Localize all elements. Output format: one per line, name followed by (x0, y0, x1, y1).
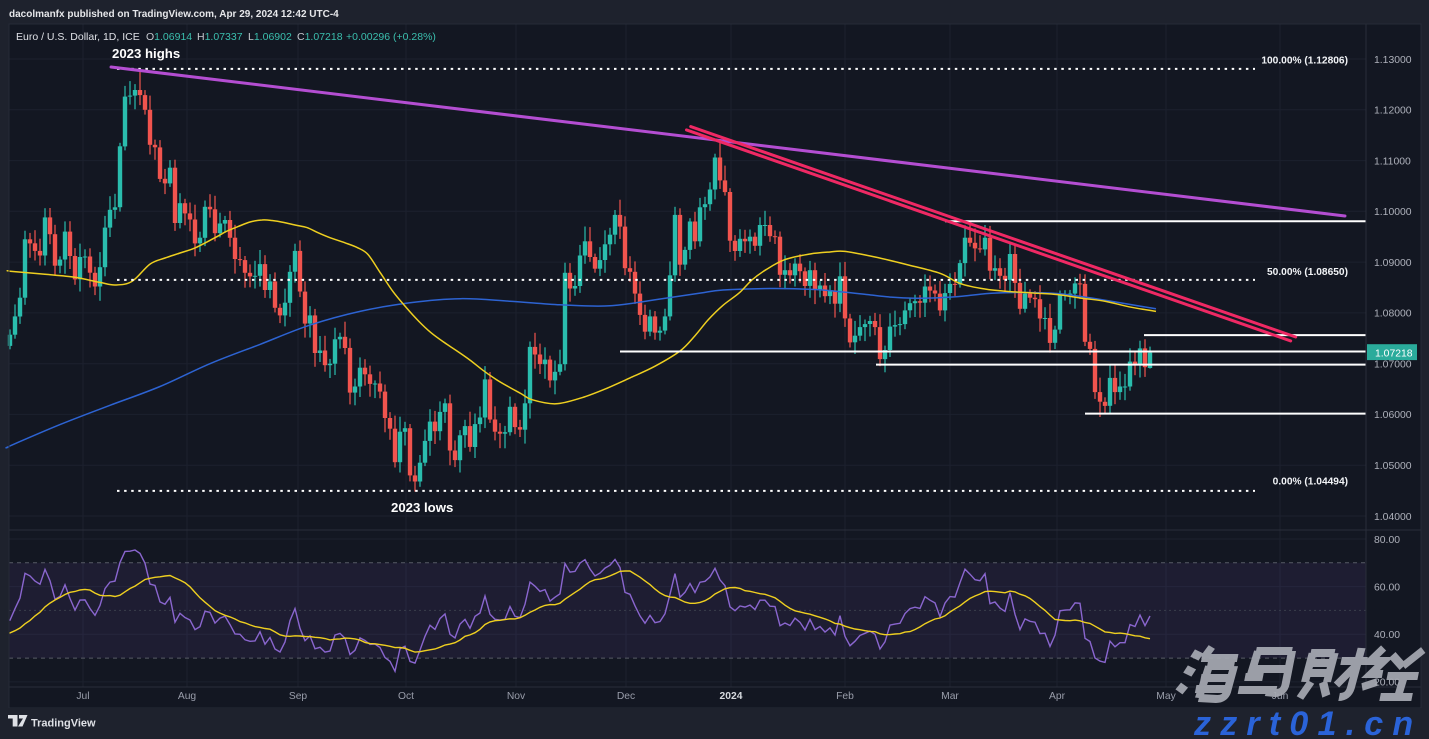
svg-text:1.08000: 1.08000 (1374, 309, 1412, 320)
svg-text:Jun: Jun (1272, 691, 1289, 702)
svg-text:2024: 2024 (720, 691, 743, 702)
svg-text:1.11000: 1.11000 (1374, 156, 1411, 167)
svg-text:H1.07337: H1.07337 (197, 31, 243, 43)
svg-text:Euro / U.S. Dollar, 1D, ICE: Euro / U.S. Dollar, 1D, ICE (16, 31, 140, 43)
svg-text:40.00: 40.00 (1374, 630, 1400, 641)
svg-text:80.00: 80.00 (1374, 535, 1400, 546)
svg-text:1.09000: 1.09000 (1374, 258, 1412, 269)
svg-text:May: May (1156, 691, 1176, 702)
svg-text:2023 highs: 2023 highs (112, 46, 180, 61)
svg-text:1.06000: 1.06000 (1374, 410, 1412, 421)
svg-text:C1.07218: C1.07218 (297, 31, 343, 43)
svg-text:1.04000: 1.04000 (1374, 512, 1412, 523)
svg-text:TradingView: TradingView (31, 718, 96, 730)
svg-text:1.12000: 1.12000 (1374, 106, 1412, 117)
svg-text:Mar: Mar (941, 691, 959, 702)
svg-text:L1.06902: L1.06902 (248, 31, 292, 43)
svg-text:60.00: 60.00 (1374, 582, 1400, 593)
svg-text:2023 lows: 2023 lows (391, 500, 453, 515)
svg-text:Jul: Jul (76, 691, 89, 702)
svg-text:100.00% (1.12806): 100.00% (1.12806) (1261, 55, 1348, 66)
svg-text:1.07218: 1.07218 (1375, 348, 1413, 359)
svg-text:+0.00296 (+0.28%): +0.00296 (+0.28%) (346, 31, 436, 43)
svg-text:Oct: Oct (398, 691, 414, 702)
svg-text:1.05000: 1.05000 (1374, 461, 1412, 472)
svg-text:20.00: 20.00 (1374, 678, 1400, 689)
svg-text:O1.06914: O1.06914 (146, 31, 192, 43)
svg-text:dacolmanfx published on Tradin: dacolmanfx published on TradingView.com,… (9, 9, 339, 20)
svg-text:1.10000: 1.10000 (1374, 207, 1412, 218)
svg-text:Dec: Dec (617, 691, 635, 702)
svg-text:1.07000: 1.07000 (1374, 360, 1412, 371)
svg-text:0.00% (1.04494): 0.00% (1.04494) (1273, 477, 1348, 488)
svg-text:Sep: Sep (289, 691, 308, 702)
svg-text:Feb: Feb (836, 691, 854, 702)
svg-text:1.13000: 1.13000 (1374, 55, 1412, 66)
svg-text:Apr: Apr (1049, 691, 1066, 702)
svg-text:Aug: Aug (178, 691, 197, 702)
svg-text:50.00% (1.08650): 50.00% (1.08650) (1267, 267, 1348, 278)
svg-text:Nov: Nov (507, 691, 526, 702)
svg-text:zzrt01.cn: zzrt01.cn (1193, 705, 1422, 739)
